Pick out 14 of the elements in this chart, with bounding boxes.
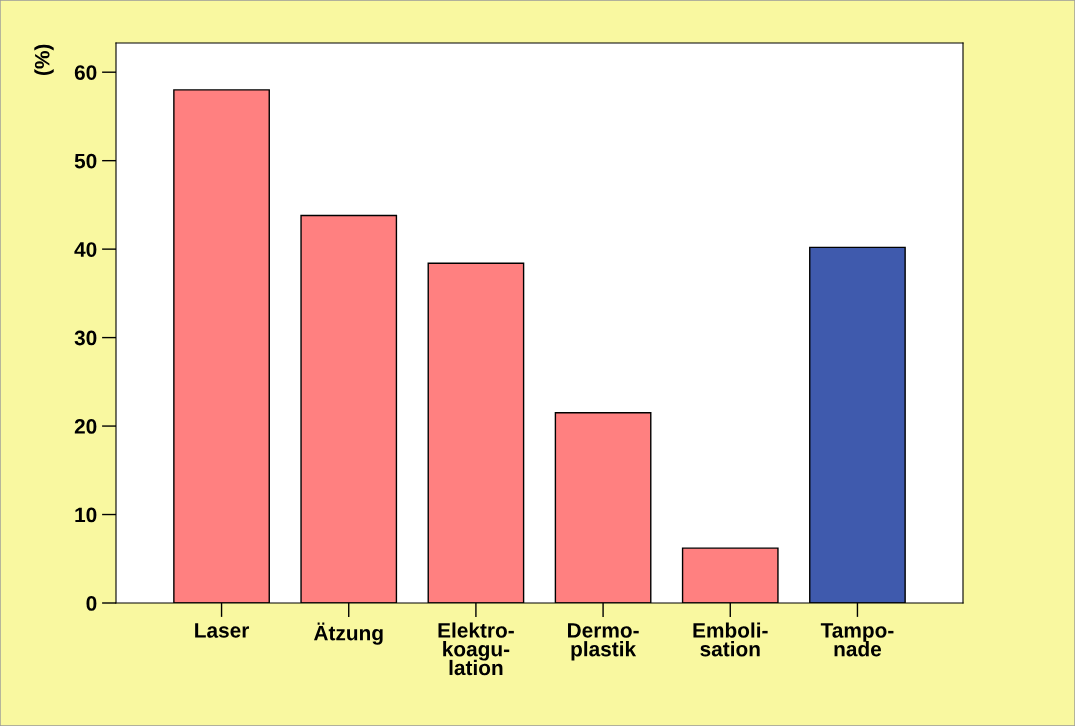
y-tick-label: 60 (74, 65, 97, 80)
y-axis-title: (%) (34, 44, 54, 75)
y-tick-label: 50 (74, 153, 97, 169)
y-tick-label: 40 (74, 242, 97, 257)
x-tick-label: Laser (195, 623, 250, 638)
y-tick-label: 10 (75, 507, 97, 523)
x-tick-label: Tampo- nade (820, 623, 894, 657)
x-tick-label: Emboli- sation (693, 622, 768, 657)
y-tick-label: 20 (74, 419, 97, 434)
y-tick-label: 30 (74, 330, 97, 346)
x-tick-label: Elektro- koagu- lation (438, 622, 514, 676)
x-tick-label: Dermo- plastik (568, 623, 639, 661)
y-tick-label: 0 (86, 596, 97, 611)
x-tick-label: Ätzung (313, 622, 383, 645)
